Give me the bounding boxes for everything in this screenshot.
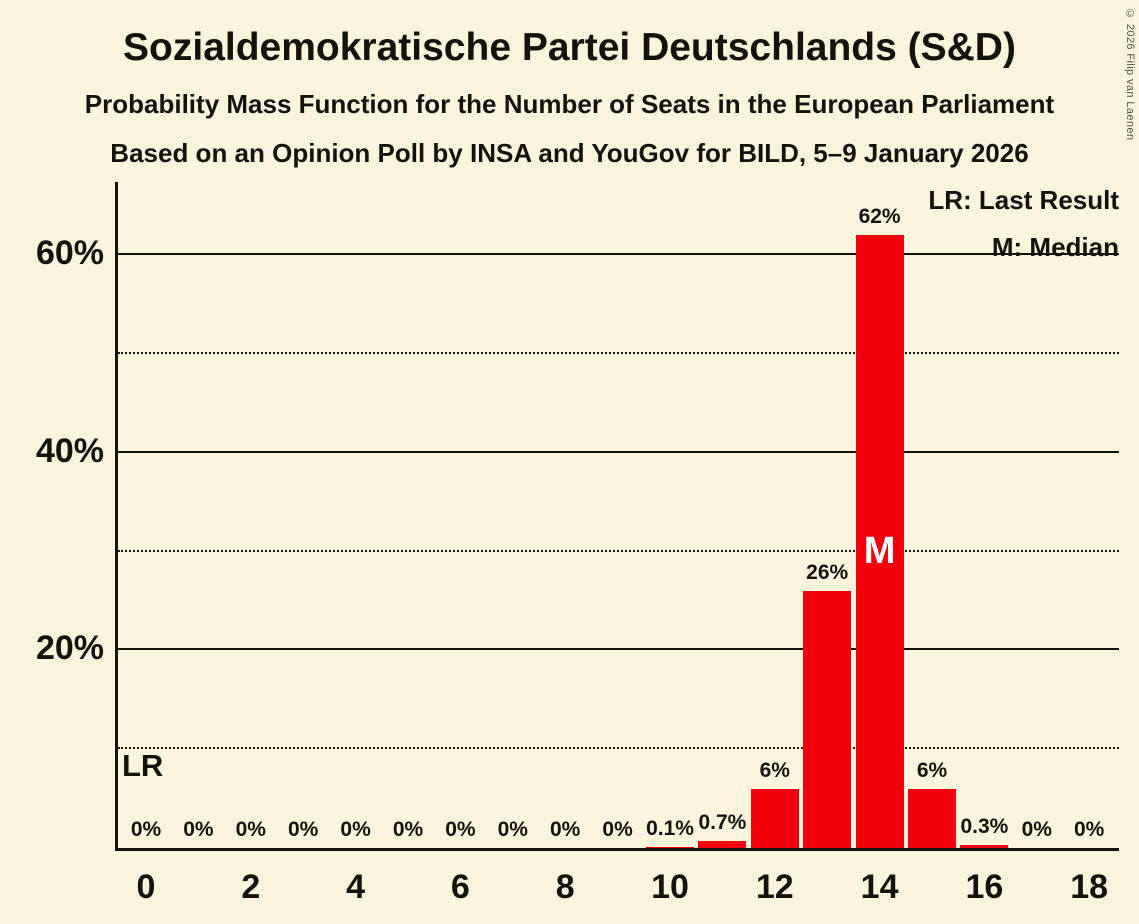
bar-value-label-seat-14: 62% <box>858 205 901 229</box>
y-axis-tick-60pct: 60% <box>35 234 104 273</box>
bar-seat-15 <box>908 788 956 848</box>
chart-source-line: Based on an Opinion Poll by INSA and You… <box>110 138 1029 168</box>
bar-seat-11 <box>698 841 747 848</box>
x-axis-tick-10: 10 <box>651 868 689 906</box>
gridline-solid-20pct <box>118 648 1119 651</box>
bar-seat-10 <box>646 846 694 848</box>
x-axis-tick-4: 4 <box>346 868 366 906</box>
bar-seat-16 <box>960 845 1009 848</box>
median-marker: M <box>863 529 896 572</box>
bar-value-label-seat-15: 6% <box>916 758 948 782</box>
bar-seat-14 <box>855 235 904 848</box>
copyright-notice: © 2026 Filip van Laenen <box>1124 8 1136 141</box>
bar-value-label-seat-5: 0% <box>392 818 424 841</box>
bar-value-label-seat-17: 0% <box>1021 818 1052 841</box>
bar-value-label-seat-2: 0% <box>235 818 266 841</box>
bar-value-label-seat-18: 0% <box>1074 818 1105 841</box>
x-axis-tick-2: 2 <box>241 868 261 906</box>
x-axis-tick-8: 8 <box>555 868 575 906</box>
x-axis-line <box>115 848 1119 851</box>
bar-value-label-seat-12: 6% <box>759 758 790 782</box>
bar-value-label-seat-13: 26% <box>806 561 849 585</box>
x-axis-tick-0: 0 <box>136 868 156 906</box>
x-axis-tick-18: 18 <box>1070 868 1109 906</box>
plot-area: LR 0% 0% 0% 0% 0% 0% 0% 0% 0% 0% 0.1% 0.7% 6% 26% 62% M… <box>118 182 1119 848</box>
x-axis-tick-12: 12 <box>755 868 794 906</box>
y-axis-tick-20pct: 20% <box>35 629 104 668</box>
bar-value-label-seat-8: 0% <box>550 818 581 841</box>
x-axis-tick-6: 6 <box>450 868 470 906</box>
bar-value-label-seat-6: 0% <box>445 818 476 841</box>
last-result-label: LR <box>122 748 164 783</box>
bar-seat-12 <box>750 788 799 848</box>
bar-value-label-seat-3: 0% <box>288 818 319 841</box>
y-axis-tick-40pct: 40% <box>35 431 104 470</box>
x-axis-tick-16: 16 <box>965 868 1004 906</box>
gridline-solid-60pct <box>118 253 1119 256</box>
bar-value-label-seat-11: 0.7% <box>698 811 747 835</box>
legend-last-result: LR: Last Result <box>928 185 1119 215</box>
bar-seat-13 <box>803 591 852 848</box>
bar-value-label-seat-9: 0% <box>602 818 633 841</box>
gridline-dotted-10pct <box>118 747 1119 750</box>
y-axis-line <box>115 182 118 851</box>
chart-title: Sozialdemokratische Partei Deutschlands … <box>123 26 1016 69</box>
legend-median: M: Median <box>991 232 1119 262</box>
gridline-solid-40pct <box>118 450 1119 453</box>
bar-value-label-seat-16: 0.3% <box>960 815 1009 839</box>
gridline-dotted-30pct <box>118 549 1119 552</box>
bar-value-label-seat-4: 0% <box>340 818 371 841</box>
bar-value-label-seat-1: 0% <box>183 818 214 841</box>
bar-value-label-seat-7: 0% <box>497 818 528 841</box>
bar-value-label-seat-10: 0.1% <box>646 817 694 841</box>
chart-subtitle: Probability Mass Function for the Number… <box>84 89 1055 119</box>
bar-value-label-seat-0: 0% <box>130 818 162 841</box>
gridline-dotted-50pct <box>118 351 1119 354</box>
x-axis-tick-14: 14 <box>860 868 899 906</box>
